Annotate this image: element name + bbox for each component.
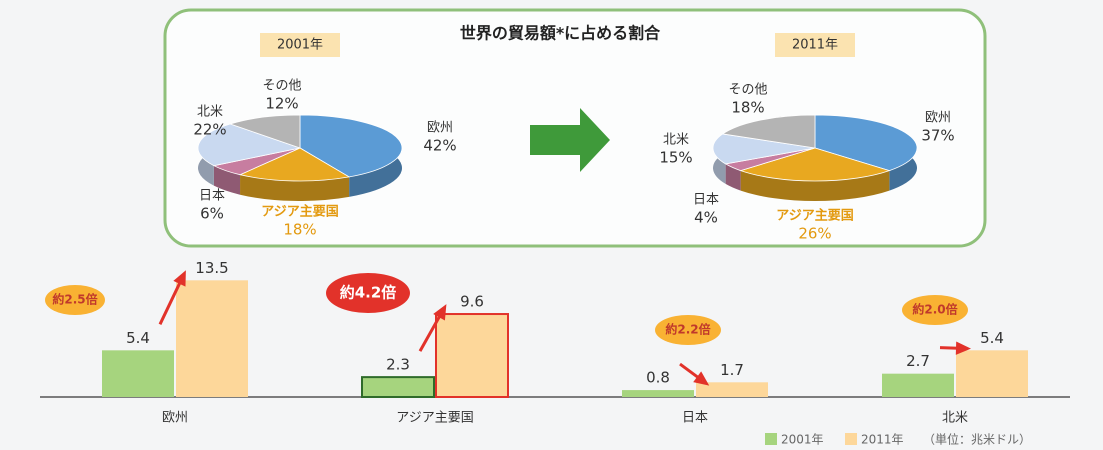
slice-value: 18%	[731, 99, 764, 117]
bar-value-label: 2.3	[386, 356, 410, 374]
slice-value: 22%	[193, 121, 226, 139]
bar	[956, 350, 1028, 397]
slice-label: アジア主要国	[261, 204, 338, 220]
pie-slice	[721, 114, 816, 149]
pie-title: 2011年	[792, 38, 838, 53]
slice-value: 15%	[659, 149, 692, 167]
x-tick-label: 欧州	[162, 411, 188, 426]
unit-note: （単位：兆米ドル）	[923, 432, 1031, 447]
slice-label: アジア主要国	[776, 208, 853, 224]
slice-value: 37%	[921, 127, 954, 145]
x-tick-label: アジア主要国	[396, 411, 473, 426]
legend-swatch	[765, 433, 777, 445]
pie-title-box	[260, 33, 340, 57]
slice-value: 4%	[694, 209, 718, 227]
legend-swatch	[845, 433, 857, 445]
bar	[102, 350, 174, 397]
pie-side	[725, 163, 741, 191]
slice-label: 日本	[693, 193, 719, 208]
bar-value-label: 0.8	[646, 369, 670, 387]
bar	[176, 280, 248, 397]
slice-value: 12%	[265, 95, 298, 113]
growth-arrow	[158, 277, 184, 325]
x-tick-label: 日本	[682, 411, 708, 426]
slice-label: その他	[728, 83, 767, 98]
transition-arrow	[530, 108, 610, 172]
slice-value: 18%	[283, 221, 316, 239]
annotation-badge	[655, 315, 721, 345]
slice-label: 欧州	[427, 121, 453, 136]
annotation-badge	[45, 285, 105, 315]
pie-slice	[739, 147, 891, 182]
panel-title: 世界の貿易額*に占める割合	[460, 24, 661, 43]
bar	[361, 376, 435, 398]
annotation-badge	[326, 273, 410, 313]
growth-arrowhead	[173, 270, 186, 287]
slice-label: その他	[262, 79, 301, 94]
annotation: 約2.2倍	[665, 322, 710, 337]
slice-label: 日本	[199, 189, 225, 204]
pie-title-box	[775, 33, 855, 57]
bar	[696, 382, 768, 397]
growth-arrowhead	[693, 371, 710, 386]
bar-value-label: 9.6	[460, 293, 484, 311]
legend-label: 2011年	[861, 433, 904, 447]
bar	[882, 373, 954, 397]
annotation: 約2.0倍	[912, 302, 957, 317]
growth-arrow	[418, 311, 444, 352]
growth-arrowhead	[955, 341, 971, 355]
annotation: 約4.2倍	[340, 284, 397, 302]
pie-title: 2001年	[277, 38, 323, 53]
annotation-badge	[902, 295, 968, 325]
growth-arrowhead	[433, 304, 447, 321]
pie-side	[240, 174, 350, 201]
pie-slice	[299, 114, 403, 178]
bar	[622, 390, 694, 397]
slice-label: 欧州	[925, 111, 951, 126]
pie-slice	[238, 147, 351, 182]
pie-slice	[197, 123, 302, 167]
bar-value-label: 1.7	[720, 361, 744, 379]
pie-slice	[814, 114, 918, 172]
annotation: 約2.5倍	[52, 292, 97, 307]
pie-side	[213, 165, 241, 195]
slice-value: 42%	[423, 137, 456, 155]
pie-side	[740, 170, 890, 201]
bar-value-label: 13.5	[195, 259, 228, 277]
bar-value-label: 2.7	[906, 352, 930, 370]
pie-slice	[712, 133, 816, 165]
x-tick-label: 北米	[942, 411, 968, 426]
slice-label: 北米	[197, 105, 223, 120]
bar-value-label: 5.4	[980, 329, 1004, 347]
slice-value: 6%	[200, 205, 224, 223]
slice-label: 北米	[663, 133, 689, 148]
slice-value: 26%	[798, 225, 831, 243]
bar-value-label: 5.4	[126, 329, 150, 347]
pie-slice	[228, 114, 301, 149]
legend-label: 2001年	[781, 433, 824, 447]
bar	[435, 313, 509, 398]
